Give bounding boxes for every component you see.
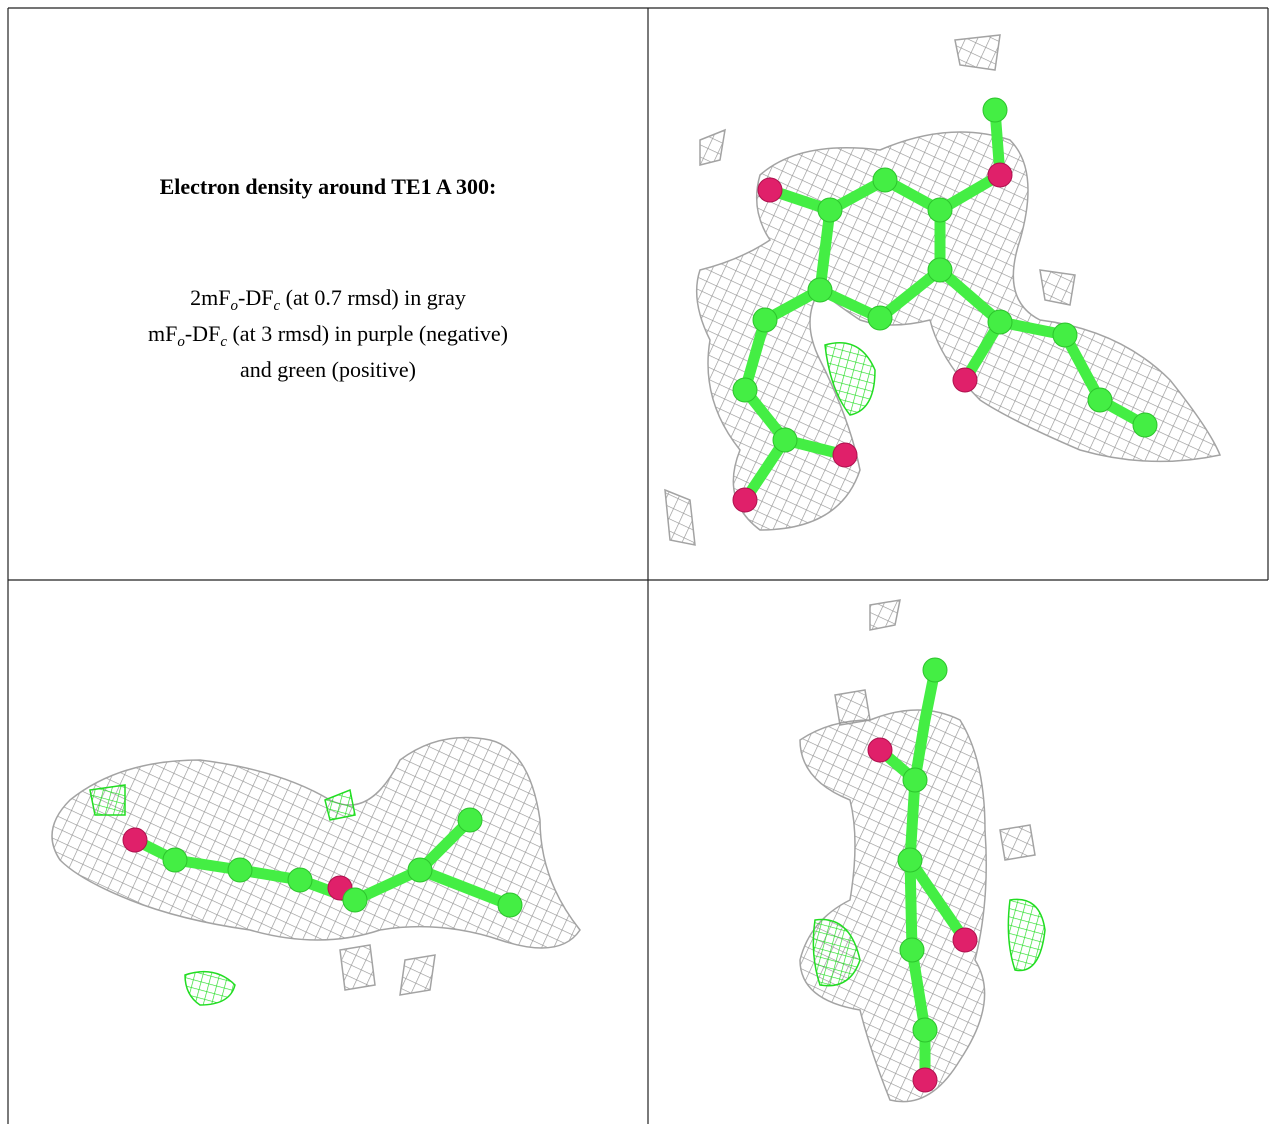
caption-text: (at 0.7 rmsd) in gray bbox=[280, 285, 466, 310]
density-view-side bbox=[51, 736, 581, 1006]
caption-text: (at 3 rmsd) in purple (negative) bbox=[227, 321, 508, 346]
subscript: o bbox=[177, 334, 185, 350]
density-view-top bbox=[664, 34, 1222, 546]
caption-text: and green (positive) bbox=[240, 357, 416, 382]
caption-text: -DF bbox=[185, 321, 220, 346]
caption-line: and green (positive) bbox=[240, 357, 416, 382]
caption-text: mF bbox=[148, 321, 177, 346]
caption-text: -DF bbox=[238, 285, 273, 310]
caption-title: Electron density around TE1 A 300: bbox=[160, 174, 497, 199]
caption-text: 2mF bbox=[190, 285, 230, 310]
density-view-end bbox=[799, 599, 1046, 1103]
table-frame bbox=[7, 7, 1269, 1124]
caption-line: 2mFo-DFc (at 0.7 rmsd) in gray bbox=[190, 285, 466, 314]
caption-line: mFo-DFc (at 3 rmsd) in purple (negative) bbox=[148, 321, 508, 350]
subscript: o bbox=[231, 298, 239, 314]
subscript: c bbox=[220, 334, 227, 350]
subscript: c bbox=[273, 298, 280, 314]
